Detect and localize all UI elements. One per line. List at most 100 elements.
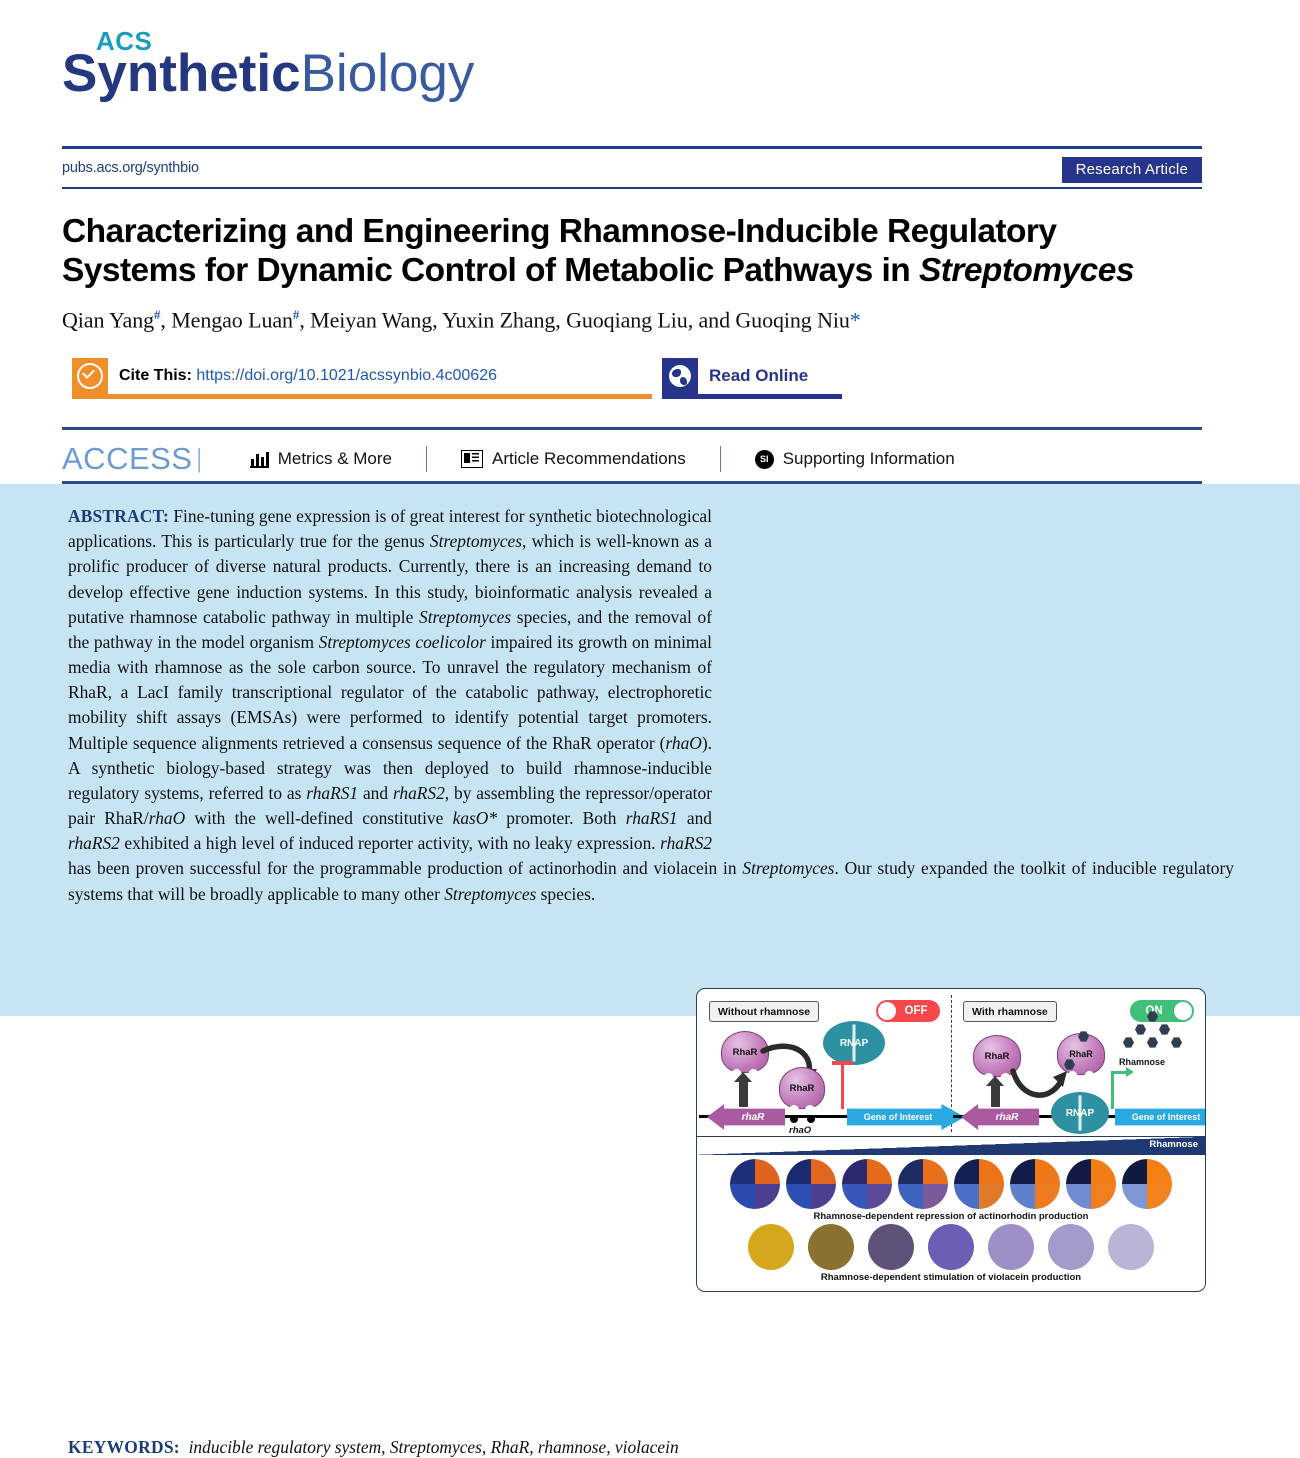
agar-plate (898, 1159, 948, 1209)
abstract-italic: Streptomyces coelicolor (318, 631, 486, 652)
journal-logo: ACS SyntheticBiology (62, 28, 474, 101)
agar-plate (1048, 1224, 1094, 1270)
operator-dot-2 (807, 1115, 815, 1123)
rhamnose-hex (1135, 1024, 1146, 1035)
corresponding-author-mark: * (849, 307, 861, 333)
keywords-lead: KEYWORDS: (68, 1437, 180, 1457)
read-online-label[interactable]: Read Online (709, 366, 809, 385)
gene-of-interest-left: Gene of Interest (847, 1104, 965, 1130)
figure-float-spacer (726, 506, 1234, 828)
access-separator (426, 446, 427, 472)
condition-label-without: Without rhamnose (709, 1001, 820, 1022)
metrics-and-more-label: Metrics & More (277, 449, 392, 468)
read-online-block[interactable]: Read Online (662, 358, 842, 399)
page-title: Characterizing and Engineering Rhamnose-… (62, 212, 1222, 290)
abstract-italic: Streptomyces (419, 606, 512, 627)
abstract-seg: exhibited a high level of induced report… (119, 833, 661, 854)
gene-of-interest-label: Gene of Interest (1131, 1112, 1201, 1122)
abstract-italic: Streptomyces (429, 531, 522, 552)
article-page: ACS SyntheticBiology pubs.acs.org/synthb… (0, 0, 1300, 1016)
agar-plate (868, 1224, 914, 1270)
abstract-seg: , which is well-known as a prolific prod… (68, 531, 713, 627)
title-line-2: Systems for Dynamic Control of Metabolic… (62, 252, 919, 290)
rhar-protein-bound-left: RhaR (779, 1067, 825, 1110)
agar-plate (748, 1224, 794, 1270)
logo-acs-text: ACS (96, 26, 153, 56)
gene-of-interest-label: Gene of Interest (863, 1112, 933, 1122)
abstract-panel: Without rhamnose OFF RhaR (0, 484, 1300, 1457)
rhamnose-cluster (1123, 1011, 1187, 1053)
author-4: Yuxin Zhang (442, 307, 556, 333)
agar-plate (842, 1159, 892, 1209)
abstract-seg: species. (536, 883, 596, 904)
abstract-seg: . Our study expanded the toolkit of indu… (68, 858, 1234, 904)
abstract-seg: impaired its growth on minimal media wit… (68, 631, 712, 753)
repression-symbol (831, 1061, 854, 1109)
abstract-italic: rhaRS2 (660, 833, 712, 854)
agar-plate (1108, 1224, 1154, 1270)
rhamnose-hex (1123, 1037, 1134, 1048)
abstract-italic: kasO* (452, 808, 498, 829)
access-separator (719, 446, 721, 472)
expression-arrow-left (734, 1072, 752, 1107)
globe-icon (662, 358, 698, 394)
article-recommendations-link[interactable]: Article Recommendations (461, 449, 686, 469)
logo-biology-text: Biology (300, 44, 475, 103)
operator-dot-1 (790, 1115, 798, 1123)
article-type-badge: Research Article (1061, 157, 1202, 183)
author-3: Meiyan Wang (310, 307, 433, 333)
rhao-label: rhaO (789, 1125, 812, 1136)
toggle-knob (878, 1002, 896, 1020)
violacein-plate-row (697, 1222, 1205, 1270)
rhar-label: RhaR (984, 1050, 1010, 1062)
agar-plate (808, 1224, 854, 1270)
toc-mechanism-panel: Without rhamnose OFF RhaR (697, 989, 1205, 1137)
cite-underline (72, 394, 652, 399)
agar-plate (988, 1224, 1034, 1270)
author-2-mark: # (292, 307, 300, 322)
rnap-label: RNAP (1065, 1107, 1095, 1119)
toggle-off-label: OFF (904, 1005, 928, 1017)
read-online-underline (662, 394, 842, 399)
abstract-seg: , by assembling the repressor/operator p… (68, 782, 712, 829)
condition-label-with: With rhamnose (963, 1001, 1057, 1022)
author-6: Guoqing Niu (735, 307, 850, 333)
rhamnose-hex (1147, 1011, 1158, 1022)
journal-url[interactable]: pubs.acs.org/synthbio (62, 160, 199, 176)
abstract-italic: rhaRS1 (625, 808, 678, 829)
toggle-off[interactable]: OFF (876, 1000, 940, 1022)
agar-plate (1122, 1159, 1172, 1209)
without-rhamnose-panel: Without rhamnose OFF RhaR (697, 989, 965, 1136)
rnap-label: RNAP (839, 1037, 869, 1049)
doi-link[interactable]: https://doi.org/10.1021/acssynbio.4c0062… (196, 367, 497, 384)
agar-plate (730, 1159, 780, 1209)
supporting-information-link[interactable]: SI Supporting Information (754, 449, 955, 469)
agar-plate (954, 1159, 1004, 1209)
title-italic-genus: Streptomyces (918, 252, 1135, 290)
agar-plate (786, 1159, 836, 1209)
cite-this-block[interactable]: Cite This: https://doi.org/10.1021/acssy… (72, 358, 652, 399)
gene-rhar-label: rhaR (741, 1111, 765, 1123)
access-label[interactable]: ACCESS (62, 441, 193, 476)
expression-arrow-right (986, 1076, 1004, 1107)
bar-chart-icon (249, 451, 269, 468)
rhar-label: RhaR (732, 1046, 758, 1058)
metrics-and-more-link[interactable]: Metrics & More (249, 449, 392, 469)
access-bar: ACCESS | Metrics & More Article Recommen… (62, 437, 1202, 481)
abstract-italic: Streptomyces (444, 883, 537, 904)
rnap-complex-left: RNAP (823, 1021, 885, 1065)
agar-plate (1066, 1159, 1116, 1209)
rnap-complex-right: RNAP (1051, 1092, 1109, 1134)
rhamnose-gradient-label: Rhamnose (1149, 1139, 1198, 1150)
abstract-italic: Streptomyces (742, 858, 835, 879)
rhamnose-gradient-bar: Rhamnose (697, 1137, 1205, 1155)
author-2: Mengao Luan (171, 307, 293, 333)
rhamnose-label: Rhamnose (1119, 1057, 1166, 1067)
abstract-lead: ABSTRACT: (68, 506, 170, 526)
keywords-list: inducible regulatory system, Streptomyce… (188, 1437, 679, 1457)
si-badge-icon: SI (754, 449, 774, 469)
abstract-seg: with the well-defined constitutive (185, 808, 453, 829)
activation-symbol (1111, 1067, 1136, 1109)
abstract-seg: promoter. Both (497, 808, 626, 829)
article-recommendations-label: Article Recommendations (492, 449, 686, 468)
